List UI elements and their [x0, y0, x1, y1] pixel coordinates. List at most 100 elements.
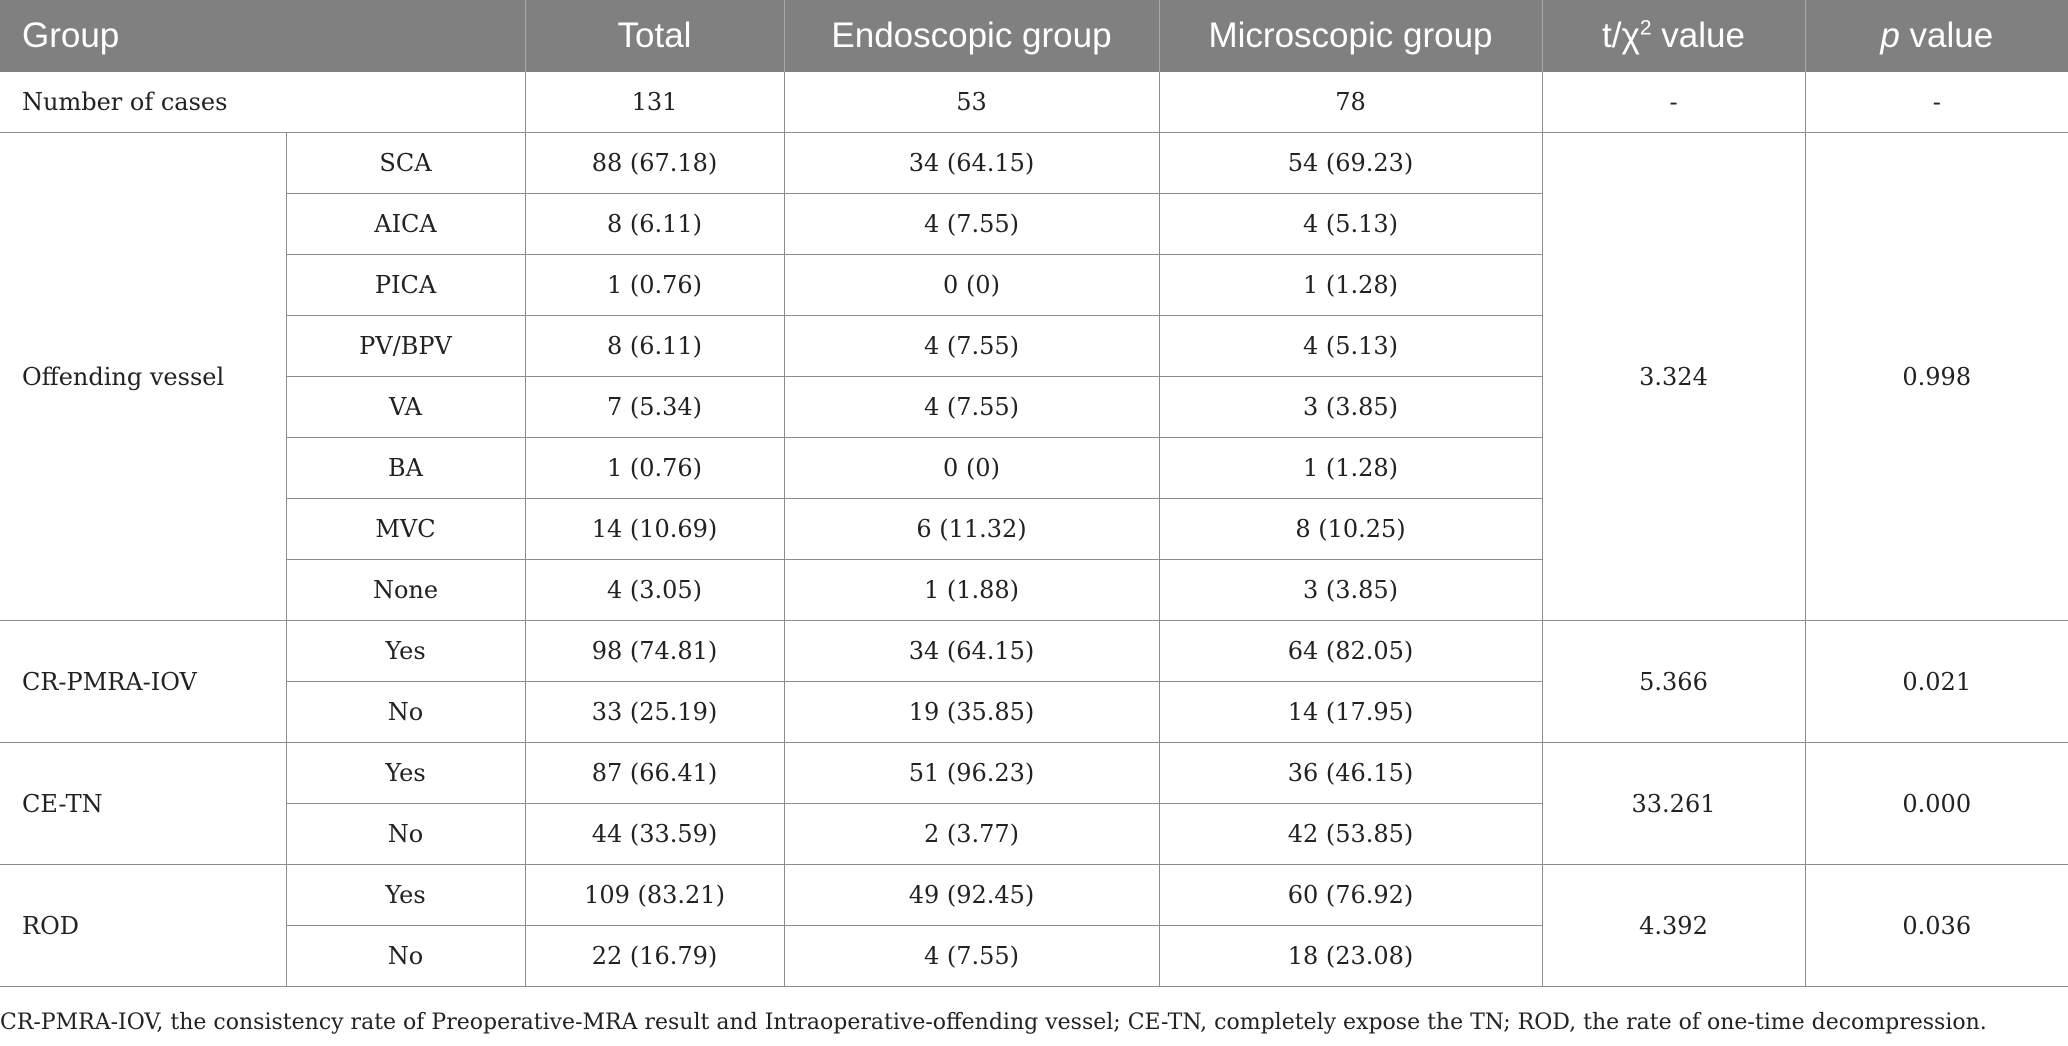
- table-row: CR-PMRA-IOV Yes 98 (74.81) 34 (64.15) 64 (82…: [0, 620, 2068, 743]
- cell-endoscopic: 0 (0): [783, 254, 1160, 316]
- cell-microscopic: 54 (69.23): [1158, 132, 1543, 194]
- cell-stat: 4.392: [1541, 864, 1806, 987]
- table-footnote: CR-PMRA-IOV, the consistency rate of Pre…: [0, 1010, 1987, 1035]
- cell-endoscopic: 6 (11.32): [783, 498, 1160, 560]
- cell-microscopic: 60 (76.92): [1158, 864, 1543, 926]
- header-stat-value: t/χ2 value: [1542, 0, 1806, 72]
- cell-total: 7 (5.34): [524, 376, 785, 438]
- cell-p: 0.998: [1804, 132, 2068, 621]
- cell-endoscopic: 19 (35.85): [783, 681, 1160, 743]
- cell-microscopic: 4 (5.13): [1158, 315, 1542, 377]
- cell-total: 14 (10.69): [524, 498, 785, 560]
- cases-stat: -: [1541, 72, 1806, 133]
- sub-label: SCA: [285, 132, 526, 194]
- cell-total: 33 (25.19): [524, 681, 785, 743]
- table-body: Number of cases 131 53 78 - - Offending …: [0, 72, 2068, 987]
- table-row: No 44 (33.59) 2 (3.77) 42 (53.85): [0, 803, 2068, 865]
- sub-label: BA: [286, 437, 526, 499]
- sub-label: No: [286, 925, 526, 987]
- cases-total: 131: [524, 72, 785, 133]
- cell-microscopic: 36 (46.15): [1158, 742, 1543, 804]
- cell-microscopic: 64 (82.05): [1158, 620, 1543, 682]
- cell-microscopic: 1 (1.28): [1158, 254, 1542, 316]
- cell-total: 1 (0.76): [524, 254, 785, 316]
- table-row: PICA 1 (0.76) 0 (0) 1 (1.28): [0, 254, 2068, 316]
- cell-endoscopic: 0 (0): [783, 437, 1160, 499]
- table-row: No 33 (25.19) 19 (35.85) 14 (17.95): [0, 681, 2068, 743]
- header-microscopic: Microscopic group: [1159, 0, 1543, 72]
- table-row: No 22 (16.79) 4 (7.55) 18 (23.08): [0, 925, 2068, 987]
- header-p-value: p value: [1805, 0, 2068, 72]
- cell-total: 4 (3.05): [524, 559, 785, 621]
- table-header: Group Total Endoscopic group Microscopic…: [0, 0, 2068, 72]
- table-row: None 4 (3.05) 1 (1.88) 3 (3.85): [0, 559, 2068, 621]
- sub-label: Yes: [285, 620, 526, 682]
- header-endoscopic: Endoscopic group: [784, 0, 1160, 72]
- cell-p: 0.000: [1804, 742, 2068, 865]
- sub-label: Yes: [285, 742, 526, 804]
- table-row: CE-TN Yes 87 (66.41) 51 (96.23) 36 (46.15) 33…: [0, 742, 2068, 865]
- table-row: VA 7 (5.34) 4 (7.55) 3 (3.85): [0, 376, 2068, 438]
- table-row: MVC 14 (10.69) 6 (11.32) 8 (10.25): [0, 498, 2068, 560]
- table-row: ROD Yes 109 (83.21) 49 (92.45) 60 (76.92) 4.3…: [0, 864, 2068, 987]
- cell-total: 88 (67.18): [524, 132, 785, 194]
- cell-total: 22 (16.79): [524, 925, 785, 987]
- cases-endoscopic: 53: [783, 72, 1160, 133]
- sub-label: PICA: [286, 254, 526, 316]
- header-row: Group Total Endoscopic group Microscopic…: [0, 0, 2068, 72]
- sub-label: No: [286, 681, 526, 743]
- cell-p: 0.021: [1804, 620, 2068, 743]
- sub-label: Yes: [285, 864, 526, 926]
- data-table-container: Group Total Endoscopic group Microscopic…: [0, 0, 2068, 987]
- cell-microscopic: 8 (10.25): [1158, 498, 1542, 560]
- cell-stat: 3.324: [1541, 132, 1806, 621]
- cell-microscopic: 1 (1.28): [1158, 437, 1542, 499]
- header-stat-superscript: 2: [1639, 16, 1652, 40]
- cell-total: 8 (6.11): [524, 193, 785, 255]
- sub-label: VA: [286, 376, 526, 438]
- header-group: Group: [0, 0, 526, 72]
- cell-total: 8 (6.11): [524, 315, 785, 377]
- sub-label: PV/BPV: [286, 315, 526, 377]
- cell-total: 44 (33.59): [524, 803, 785, 865]
- group-label: Offending vessel: [0, 132, 287, 621]
- cases-p: -: [1804, 72, 2068, 133]
- cell-microscopic: 4 (5.13): [1158, 193, 1542, 255]
- header-p-italic: p: [1880, 16, 1900, 55]
- cell-endoscopic: 49 (92.45): [783, 864, 1160, 926]
- header-total: Total: [525, 0, 785, 72]
- cell-microscopic: 3 (3.85): [1158, 376, 1542, 438]
- cell-endoscopic: 51 (96.23): [783, 742, 1160, 804]
- cell-microscopic: 18 (23.08): [1158, 925, 1542, 987]
- sub-label: None: [286, 559, 526, 621]
- table-row: AICA 8 (6.11) 4 (7.55) 4 (5.13): [0, 193, 2068, 255]
- cell-endoscopic: 4 (7.55): [783, 315, 1160, 377]
- sub-label: MVC: [286, 498, 526, 560]
- cases-label: Number of cases: [0, 72, 526, 133]
- cell-total: 1 (0.76): [524, 437, 785, 499]
- cell-endoscopic: 34 (64.15): [783, 132, 1160, 194]
- cell-endoscopic: 4 (7.55): [783, 925, 1160, 987]
- cell-p: 0.036: [1804, 864, 2068, 987]
- group-label: CR-PMRA-IOV: [0, 620, 287, 743]
- group-label: ROD: [0, 864, 287, 987]
- table-row: Offending vessel SCA 88 (67.18) 34 (64.15) 5…: [0, 132, 2068, 621]
- cell-microscopic: 3 (3.85): [1158, 559, 1542, 621]
- cell-endoscopic: 4 (7.55): [783, 376, 1160, 438]
- header-stat-prefix: t/χ: [1602, 16, 1640, 55]
- cell-stat: 5.366: [1541, 620, 1806, 743]
- cases-microscopic: 78: [1158, 72, 1543, 133]
- cases-row: Number of cases 131 53 78 - -: [0, 72, 2068, 133]
- header-stat-suffix: value: [1651, 16, 1745, 55]
- header-p-suffix: value: [1899, 16, 1994, 55]
- group-label: CE-TN: [0, 742, 287, 865]
- sub-label: No: [286, 803, 526, 865]
- cell-endoscopic: 4 (7.55): [783, 193, 1160, 255]
- table-row: BA 1 (0.76) 0 (0) 1 (1.28): [0, 437, 2068, 499]
- table-row: PV/BPV 8 (6.11) 4 (7.55) 4 (5.13): [0, 315, 2068, 377]
- cell-endoscopic: 1 (1.88): [783, 559, 1160, 621]
- cell-endoscopic: 34 (64.15): [783, 620, 1160, 682]
- cell-microscopic: 14 (17.95): [1158, 681, 1542, 743]
- cell-total: 87 (66.41): [524, 742, 785, 804]
- comparison-table: Group Total Endoscopic group Microscopic…: [0, 0, 2068, 987]
